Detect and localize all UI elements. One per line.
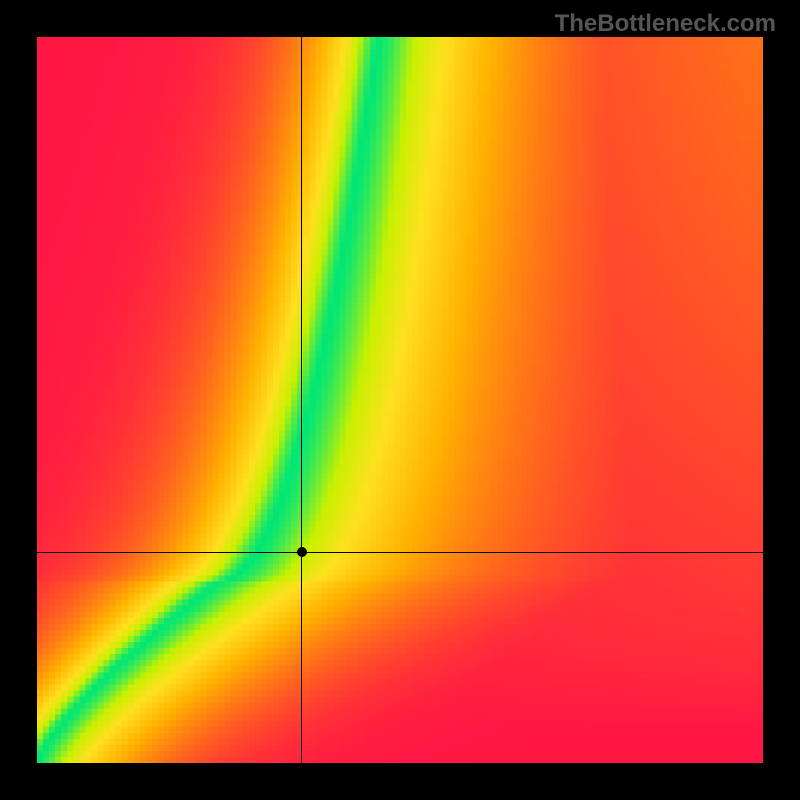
heatmap-canvas (37, 37, 763, 763)
crosshair-vertical (301, 37, 302, 763)
crosshair-horizontal (37, 552, 763, 553)
marker-point (297, 547, 307, 557)
chart-container: TheBottleneck.com (0, 0, 800, 800)
watermark-text: TheBottleneck.com (555, 10, 776, 38)
